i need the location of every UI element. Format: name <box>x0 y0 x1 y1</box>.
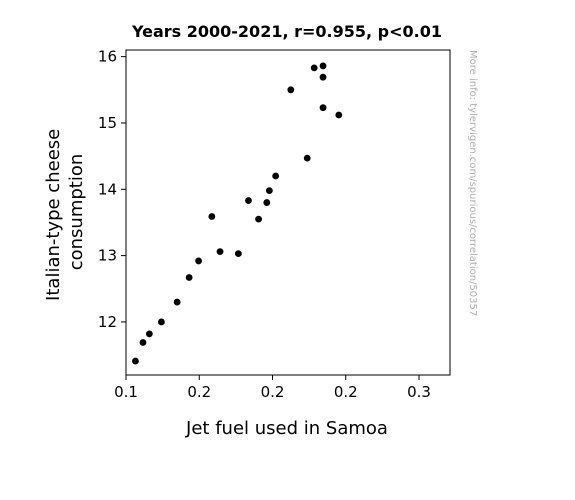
data-point <box>310 64 318 72</box>
plot-area <box>125 49 451 376</box>
data-point <box>272 172 280 180</box>
data-point <box>255 215 262 223</box>
x-tick-label: 0.2 <box>261 383 285 401</box>
watermark-text: More info: tylervigen.com/spurious/corre… <box>467 50 478 316</box>
y-tick-label: 14 <box>98 180 117 198</box>
data-points <box>132 62 343 365</box>
chart-title: Years 2000-2021, r=0.955, p<0.01 <box>131 22 442 41</box>
data-point <box>216 248 224 256</box>
data-point <box>319 62 327 70</box>
data-point <box>157 318 165 326</box>
x-tick-label: 0.1 <box>114 383 138 401</box>
y-tick-label: 16 <box>98 48 117 66</box>
y-tick-label: 12 <box>98 313 117 331</box>
x-tick-label: 0.2 <box>334 383 358 401</box>
data-point <box>303 154 311 162</box>
x-axis: 0.1 0.2 0.2 0.2 0.3 <box>114 375 431 401</box>
data-point <box>265 187 273 195</box>
data-point <box>208 213 216 220</box>
y-axis-label-line-2: consumption <box>66 154 87 271</box>
y-tick-label: 15 <box>98 114 117 132</box>
y-tick-label: 13 <box>98 247 117 265</box>
y-axis-label-line-1: Italian-type cheese <box>43 129 64 301</box>
data-point <box>287 86 295 94</box>
data-point <box>132 357 139 365</box>
data-point <box>245 197 252 204</box>
y-axis: 12 13 14 15 16 <box>98 48 126 331</box>
x-tick-label: 0.3 <box>407 383 431 401</box>
data-point <box>263 199 271 206</box>
data-point <box>335 111 343 119</box>
y-axis-label: Italian-type cheese consumption <box>43 123 87 301</box>
x-axis-label: Jet fuel used in Samoa <box>185 418 388 439</box>
data-point <box>319 104 327 112</box>
data-point <box>185 274 193 281</box>
data-point <box>234 250 242 258</box>
x-tick-label: 0.2 <box>187 383 211 401</box>
data-point <box>319 73 327 81</box>
data-point <box>173 298 181 306</box>
data-point <box>195 257 202 265</box>
data-point <box>145 330 153 338</box>
data-point <box>139 339 147 346</box>
